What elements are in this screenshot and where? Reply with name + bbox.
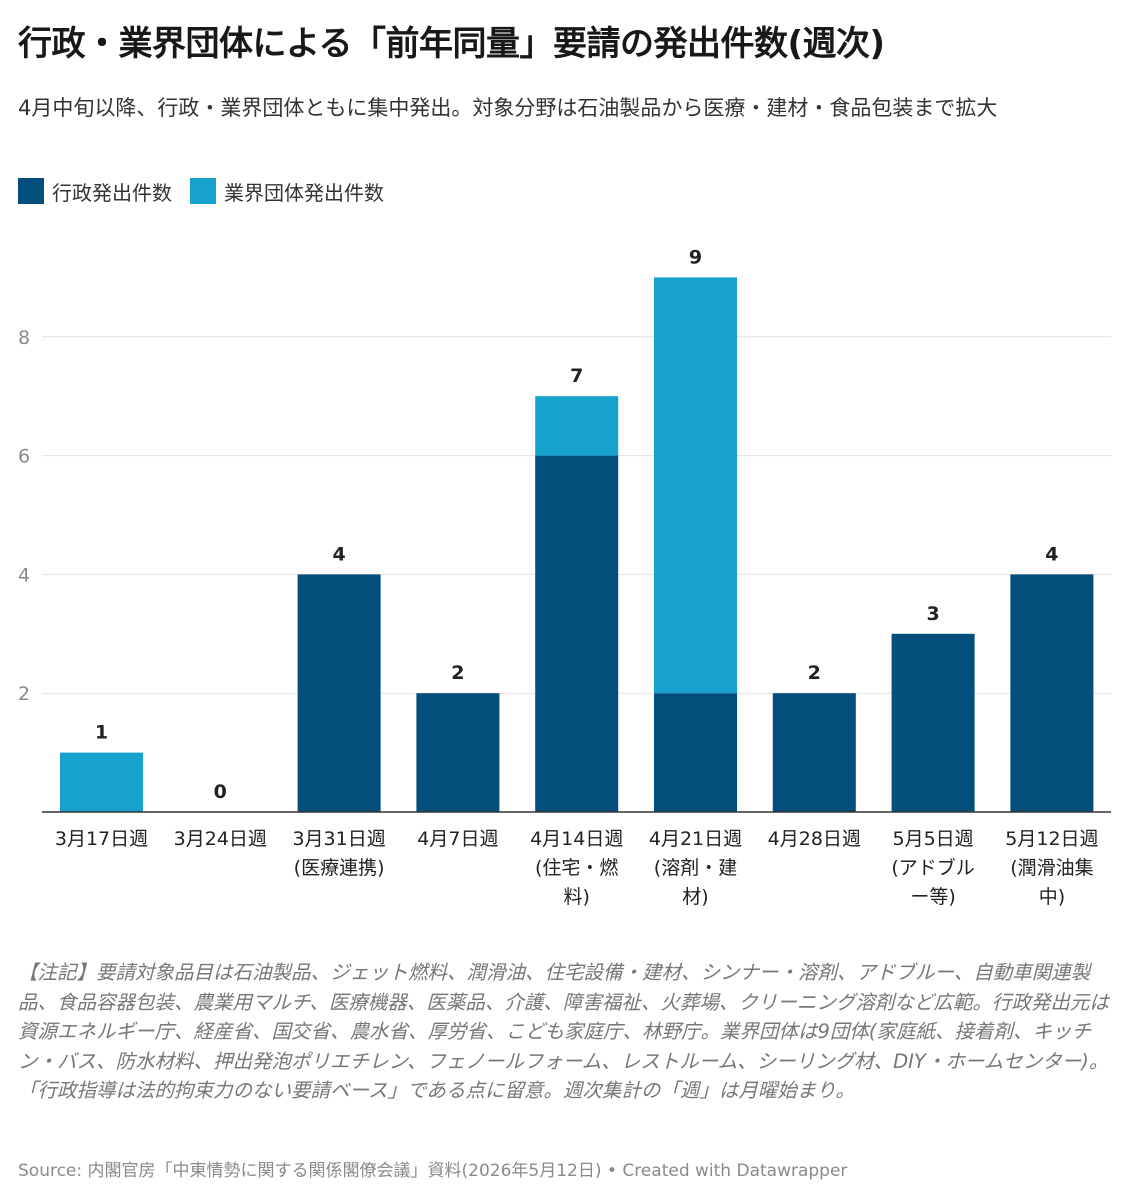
x-tick-label: 5月12日週 [1005,828,1098,850]
total-label: 9 [689,246,702,268]
bar-government [654,693,737,812]
bar-industry [535,396,619,456]
x-tick-label: 4月28日週 [768,828,861,850]
total-label: 0 [214,781,227,803]
chart-subtitle: 4月中旬以降、行政・業界団体ともに集中発出。対象分野は石油製品から医療・建材・食… [18,96,998,120]
source-line: Source: 内閣官房「中東情勢に関する関係閣僚会議」資料(2026年5月12… [18,1161,848,1181]
legend-label-government: 行政発出件数 [52,180,172,205]
bar-government [891,633,975,812]
bar-government [535,455,619,812]
footnote: 【注記】要請対象品目は石油製品、ジェット燃料、潤滑油、住宅設備・建材、シンナー・… [18,961,1109,1102]
x-tick-label: ー等) [910,886,955,908]
total-label: 7 [570,365,583,387]
legend-label-industry: 業界団体発出件数 [224,180,384,205]
total-label: 4 [332,543,345,565]
bar-chart: 2 4 6 8 1 3月17日週 0 3月24日週 4 3月31日週 (医療連携) 2 4月7日週 7 4月… [18,246,1111,908]
y-tick-label: 2 [18,683,30,705]
legend-swatch-industry [190,178,216,204]
x-tick-label: 4月7日週 [417,828,498,850]
bar-government [1010,574,1094,812]
x-tick-label: (溶剤・建 [654,857,737,879]
x-tick-label: (医療連携) [294,857,385,879]
x-tick-label: 5月5日週 [893,828,974,850]
x-tick-label: 3月17日週 [55,828,148,850]
x-tick-label: 料) [563,886,589,908]
legend-item-government: 行政発出件数 [18,177,172,206]
y-tick-label: 4 [18,564,30,586]
x-tick-label: 4月21日週 [649,828,742,850]
bar-government [416,693,500,812]
x-tick-label: (住宅・燃 [535,857,618,879]
x-tick-label: 3月31日週 [292,828,385,850]
x-tick-label: 3月24日週 [174,828,267,850]
chart-title: 行政・業界団体による「前年同量」要請の発出件数(週次) [18,24,885,64]
total-label: 2 [451,662,464,684]
x-tick-label: (アドブル [891,856,974,879]
legend-item-industry: 業界団体発出件数 [190,177,384,206]
bar-government [297,574,381,812]
x-tick-label: 中) [1039,886,1065,908]
bar-industry [654,277,737,694]
x-tick-label: (潤滑油集 [1010,857,1093,879]
y-tick-label: 6 [18,446,30,468]
total-label: 3 [926,603,939,625]
legend: 行政発出件数 業界団体発出件数 [18,176,402,206]
bar-industry [60,752,143,812]
x-tick-label: 材) [682,886,708,908]
total-label: 1 [95,722,108,744]
y-tick-label: 8 [18,327,30,349]
total-label: 2 [808,662,821,684]
legend-swatch-government [18,178,44,204]
bar-government [772,693,856,812]
total-label: 4 [1045,543,1058,565]
x-tick-label: 4月14日週 [530,828,623,850]
